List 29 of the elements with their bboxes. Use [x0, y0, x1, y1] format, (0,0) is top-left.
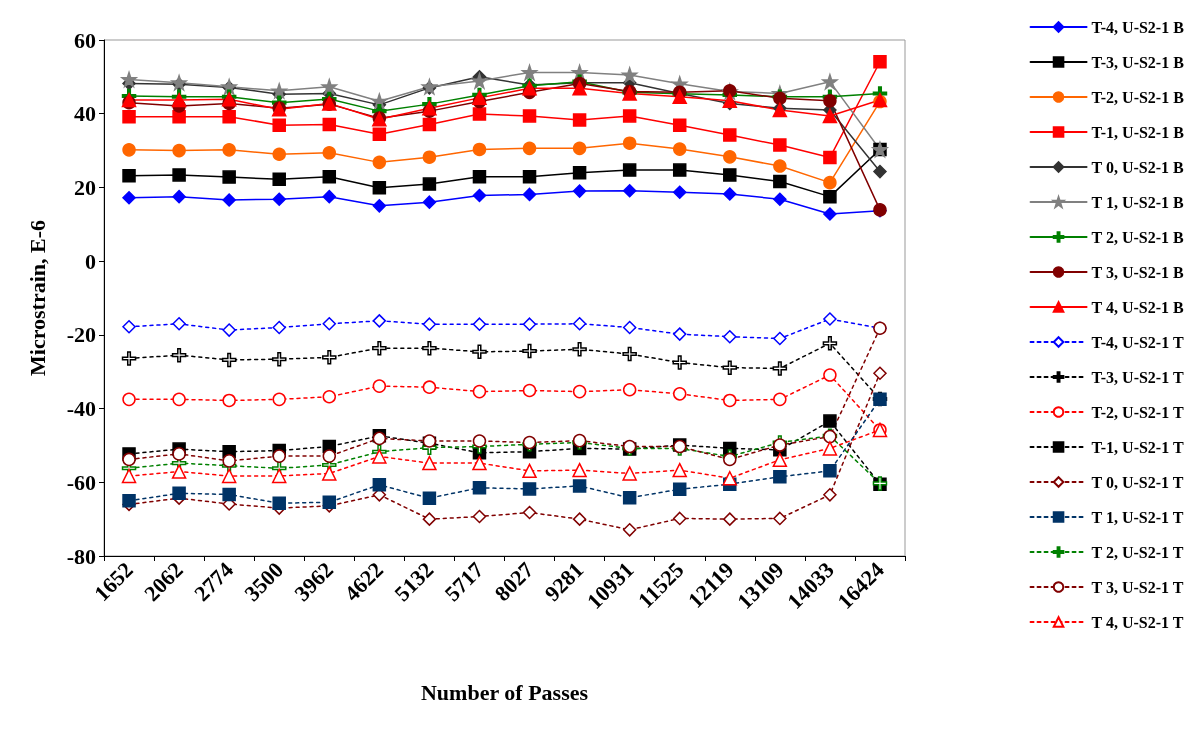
- legend-label: T-2, U-S2-1 T: [1091, 403, 1184, 421]
- legend-label: T-3, U-S2-1 B: [1091, 53, 1185, 71]
- legend-label: T 4, U-S2-1 T: [1091, 613, 1184, 631]
- legend-label: T-3, U-S2-1 T: [1091, 368, 1184, 386]
- y-tick-label: -60: [66, 469, 96, 495]
- legend-label: T-1, U-S2-1 T: [1091, 438, 1184, 456]
- y-axis-title: Microstrain, E-6: [24, 219, 50, 377]
- legend-label: T 1, U-S2-1 T: [1091, 508, 1184, 526]
- legend-label: T 4, U-S2-1 B: [1091, 298, 1185, 316]
- y-tick-label: 0: [85, 248, 96, 274]
- y-tick-label: -40: [66, 396, 96, 422]
- legend-label: T-2, U-S2-1 B: [1091, 88, 1185, 106]
- y-tick-label: 40: [74, 101, 96, 127]
- y-tick-label: -20: [66, 322, 96, 348]
- legend-label: T-4, U-S2-1 T: [1091, 333, 1184, 351]
- legend-label: T 0, U-S2-1 B: [1091, 158, 1185, 176]
- legend-label: T-1, U-S2-1 B: [1091, 123, 1185, 141]
- y-tick-label: 60: [74, 27, 96, 53]
- legend-label: T 2, U-S2-1 T: [1091, 543, 1184, 561]
- legend-label: T-4, U-S2-1 B: [1091, 18, 1185, 36]
- legend-label: T 1, U-S2-1 B: [1091, 193, 1185, 211]
- y-tick-label: 20: [74, 174, 96, 200]
- legend-label: T 3, U-S2-1 B: [1091, 263, 1185, 281]
- x-tick-label: 4622: [339, 557, 389, 606]
- x-axis-title: Number of Passes: [420, 679, 589, 705]
- legend-label: T 3, U-S2-1 T: [1091, 578, 1184, 596]
- y-tick-label: -80: [66, 543, 96, 569]
- legend-label: T 0, U-S2-1 T: [1091, 473, 1184, 491]
- legend-label: T 2, U-S2-1 B: [1091, 228, 1185, 246]
